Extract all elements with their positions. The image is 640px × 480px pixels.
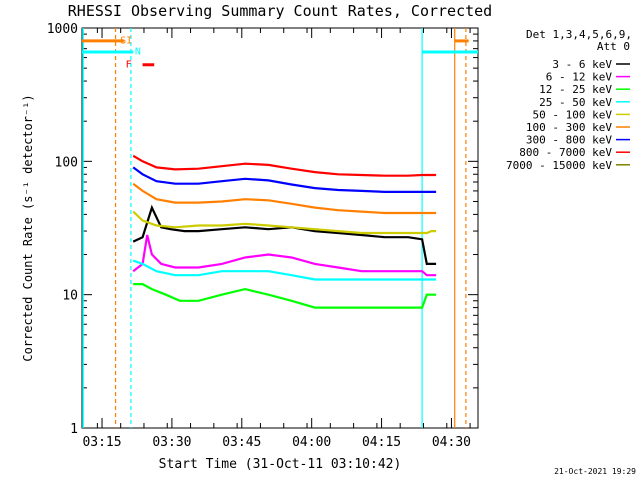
legend-entry-label: 800 - 7000 keV — [519, 146, 612, 159]
legend-entry-label: 7000 - 15000 keV — [506, 159, 612, 172]
x-tick-label: 03:45 — [222, 435, 261, 450]
y-tick-label: 1 — [70, 422, 78, 437]
plot-area: 1 10 100 1000 03:15 03:30 03:45 04:00 04:15 04:30… — [47, 22, 479, 450]
series-line-4 — [132, 210, 437, 235]
x-tick-label: 03:15 — [82, 435, 121, 450]
legend-header-line-1: Det 1,3,4,5,6,9, — [526, 28, 632, 41]
series-line-5 — [132, 182, 437, 215]
footer-date: 21-Oct-2021 19:29 — [554, 467, 636, 476]
y-tick-label: 100 — [55, 155, 78, 170]
y-tick-label: 10 — [62, 289, 78, 304]
marker-label-si: SI — [120, 35, 132, 46]
series-line-2 — [133, 283, 437, 309]
marker-label-n: N — [135, 46, 141, 57]
legend-entry-label: 25 - 50 keV — [539, 96, 612, 109]
legend-entry-label: 100 - 300 keV — [526, 121, 612, 134]
legend-entry-label: 3 - 6 keV — [552, 58, 612, 71]
series-line-0 — [132, 204, 437, 265]
legend-entry-label: 300 - 800 keV — [526, 134, 612, 147]
y-axis-label: Corrected Count Rate (s⁻¹ detector⁻¹) — [21, 94, 35, 361]
x-tick-label: 04:15 — [362, 435, 401, 450]
x-tick-label: 03:30 — [152, 435, 191, 450]
x-tick-label: 04:30 — [432, 435, 471, 450]
x-axis-label: Start Time (31-Oct-11 03:10:42) — [159, 457, 402, 472]
series-line-3 — [132, 259, 437, 281]
series-line-6 — [132, 166, 437, 193]
legend-entry-label: 6 - 12 keV — [546, 71, 613, 84]
y-tick-label: 1000 — [47, 22, 78, 37]
plot-frame — [81, 27, 479, 429]
chart-title: RHESSI Observing Summary Count Rates, Co… — [68, 2, 492, 20]
series-line-7 — [132, 154, 437, 177]
x-tick-label: 04:00 — [292, 435, 331, 450]
legend-entry-label: 50 - 100 keV — [533, 108, 613, 121]
marker-label-f: F — [126, 60, 132, 71]
series-line-1 — [132, 234, 437, 277]
legend-header-line-2: Att 0 — [597, 40, 630, 53]
legend-entry-label: 12 - 25 keV — [539, 83, 612, 96]
